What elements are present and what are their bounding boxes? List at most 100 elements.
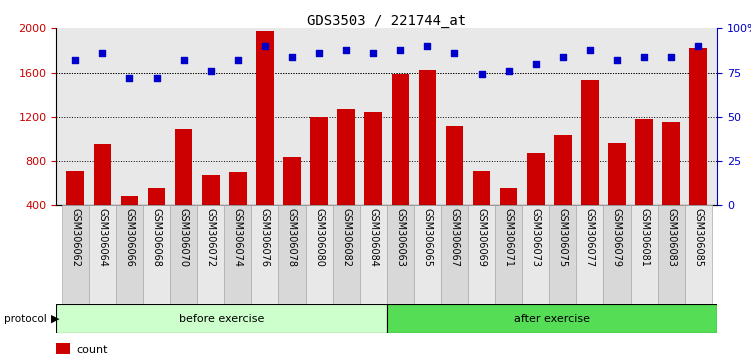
Bar <box>310 117 328 205</box>
Text: GSM306078: GSM306078 <box>287 208 297 267</box>
Bar <box>495 205 522 304</box>
Bar <box>635 119 653 205</box>
Text: before exercise: before exercise <box>179 314 264 324</box>
Bar <box>473 171 490 205</box>
Point <box>421 43 433 49</box>
Text: GSM306070: GSM306070 <box>179 208 189 267</box>
Bar <box>527 153 544 205</box>
Bar <box>689 48 707 205</box>
Text: protocol: protocol <box>4 314 47 324</box>
Text: GSM306085: GSM306085 <box>693 208 703 267</box>
Bar <box>121 196 138 205</box>
Bar <box>554 135 572 205</box>
Bar <box>658 205 685 304</box>
Bar <box>56 304 387 333</box>
Text: GSM306080: GSM306080 <box>314 208 324 267</box>
Bar <box>198 205 225 304</box>
Bar <box>608 143 626 205</box>
Point <box>692 43 704 49</box>
Point <box>529 61 541 67</box>
Text: GSM306069: GSM306069 <box>477 208 487 267</box>
Bar <box>279 205 306 304</box>
Text: GSM306071: GSM306071 <box>504 208 514 267</box>
Text: GSM306082: GSM306082 <box>341 208 351 267</box>
Bar <box>576 205 604 304</box>
Text: GSM306084: GSM306084 <box>368 208 379 267</box>
Text: ▶: ▶ <box>51 314 59 324</box>
Text: GSM306076: GSM306076 <box>260 208 270 267</box>
Point <box>178 57 190 63</box>
Bar <box>116 205 143 304</box>
Bar <box>56 343 70 354</box>
Text: GSM306062: GSM306062 <box>71 208 80 267</box>
Point <box>394 47 406 52</box>
Text: GDS3503 / 221744_at: GDS3503 / 221744_at <box>307 14 466 28</box>
Text: count: count <box>77 345 108 354</box>
Bar <box>170 205 198 304</box>
Text: GSM306083: GSM306083 <box>666 208 676 267</box>
Bar <box>468 205 495 304</box>
Text: GSM306066: GSM306066 <box>125 208 134 267</box>
Bar <box>387 205 414 304</box>
Point <box>367 50 379 56</box>
Bar <box>283 156 300 205</box>
Point <box>665 54 677 59</box>
Bar <box>604 205 631 304</box>
Bar <box>549 205 576 304</box>
Point <box>340 47 352 52</box>
Bar <box>306 205 333 304</box>
Point <box>448 50 460 56</box>
Bar <box>364 113 382 205</box>
Point <box>584 47 596 52</box>
Bar <box>333 205 360 304</box>
Point <box>475 72 487 77</box>
Point <box>502 68 514 74</box>
Point <box>205 68 217 74</box>
Point <box>96 50 108 56</box>
Text: GSM306067: GSM306067 <box>450 208 460 267</box>
Bar <box>337 109 355 205</box>
Text: GSM306073: GSM306073 <box>531 208 541 267</box>
Text: GSM306065: GSM306065 <box>422 208 433 267</box>
Bar <box>89 205 116 304</box>
Text: GSM306081: GSM306081 <box>639 208 649 267</box>
Point <box>259 43 271 49</box>
Text: GSM306074: GSM306074 <box>233 208 243 267</box>
Bar <box>391 74 409 205</box>
Point <box>638 54 650 59</box>
Text: GSM306072: GSM306072 <box>206 208 216 267</box>
Point <box>556 54 569 59</box>
Text: GSM306075: GSM306075 <box>558 208 568 267</box>
Text: GSM306068: GSM306068 <box>152 208 161 267</box>
Point <box>611 57 623 63</box>
Bar <box>445 126 463 205</box>
Text: GSM306079: GSM306079 <box>612 208 622 267</box>
Point <box>150 75 162 81</box>
Bar <box>94 144 111 205</box>
Bar <box>175 129 192 205</box>
Bar <box>256 30 273 205</box>
Bar <box>225 205 252 304</box>
Bar <box>202 176 219 205</box>
Text: after exercise: after exercise <box>514 314 590 324</box>
Bar <box>148 188 165 205</box>
Bar <box>62 205 89 304</box>
Bar <box>441 205 468 304</box>
Bar <box>685 205 712 304</box>
Bar <box>414 205 441 304</box>
Bar <box>360 205 387 304</box>
Bar <box>522 205 549 304</box>
Bar <box>500 188 517 205</box>
Bar <box>581 80 599 205</box>
Bar <box>229 172 246 205</box>
Point <box>313 50 325 56</box>
Point <box>69 57 81 63</box>
Point <box>232 57 244 63</box>
Point <box>123 75 135 81</box>
Text: GSM306063: GSM306063 <box>395 208 406 267</box>
Bar <box>631 205 658 304</box>
Text: GSM306064: GSM306064 <box>98 208 107 267</box>
Bar <box>143 205 170 304</box>
Bar <box>387 304 717 333</box>
Bar <box>662 122 680 205</box>
